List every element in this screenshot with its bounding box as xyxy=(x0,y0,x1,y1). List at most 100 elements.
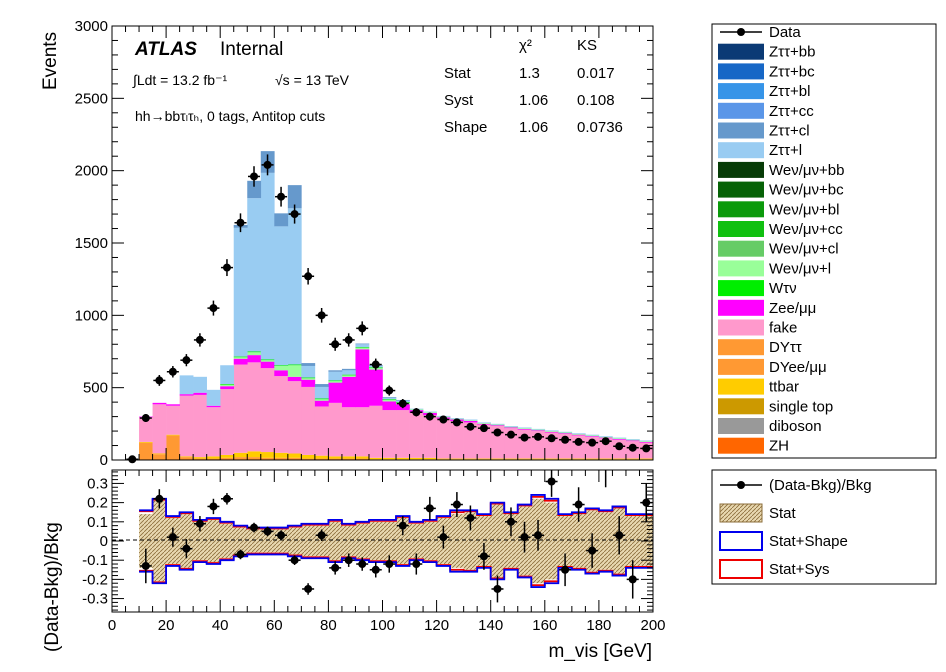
internal-label: Internal xyxy=(220,39,283,60)
legend-swatch xyxy=(718,83,764,100)
top-x-ticks xyxy=(111,26,654,460)
stack-bar xyxy=(193,457,207,459)
stack-bar xyxy=(233,358,248,365)
legend-swatch xyxy=(718,43,764,60)
atlas-label: ATLAS xyxy=(134,39,197,60)
stack-bar xyxy=(152,402,167,405)
stack-bar xyxy=(382,410,397,458)
ratio-point xyxy=(344,556,353,565)
legend-ratio-frame xyxy=(711,469,937,585)
stack-bar xyxy=(220,389,235,455)
stack-bar xyxy=(314,455,329,459)
stack-bar xyxy=(612,458,627,460)
stack-bar xyxy=(287,365,302,377)
stack-bar xyxy=(625,440,640,442)
legend-swatch xyxy=(718,102,764,119)
stack-bar xyxy=(301,458,316,460)
stack-bar xyxy=(179,394,194,396)
legend-main: Data Zττ+bb Zττ+bc Zττ+bl Zττ+cc Zττ+cl Zττ+l W… xyxy=(711,23,937,459)
stack-bar xyxy=(152,453,167,455)
stack-bar xyxy=(341,458,356,460)
ratio-point xyxy=(222,494,231,503)
stats-row-ks: 0.017 xyxy=(577,65,615,82)
stack-bar xyxy=(355,407,370,457)
data-point xyxy=(588,438,597,447)
stack-bar xyxy=(517,428,532,430)
stack-bar xyxy=(274,213,289,227)
legend-swatch xyxy=(718,358,764,375)
x-tick-label: 100 xyxy=(370,617,395,634)
ratio-point xyxy=(385,560,394,569)
stack-bar xyxy=(328,380,343,382)
data-point xyxy=(209,304,218,313)
stack-bar xyxy=(206,389,221,406)
ratio-point xyxy=(155,494,164,503)
stat-band xyxy=(504,514,519,568)
data-point xyxy=(182,356,191,365)
stack-bar xyxy=(368,405,383,458)
ratio-y-tick-label: 0.2 xyxy=(87,495,108,512)
ratio-y-axis: -0.3 -0.2 -0.1 0 0.1 0.2 0.3 xyxy=(82,471,653,611)
stack-bar xyxy=(571,433,586,434)
ratio-point xyxy=(250,523,259,532)
legend-label: Zττ+bl xyxy=(769,83,810,100)
ratio-point xyxy=(479,552,488,561)
stack-bar xyxy=(260,457,275,460)
legend-label: Weν/μν+l xyxy=(769,260,831,277)
stack-bar xyxy=(450,420,464,459)
stack-bar xyxy=(571,433,586,435)
legend-swatch xyxy=(718,378,764,395)
stack-bar xyxy=(233,227,248,357)
stack-bar xyxy=(571,458,586,460)
stack-bar xyxy=(490,425,505,427)
stack-bar xyxy=(139,441,153,443)
y-tick-label: 2000 xyxy=(75,163,108,180)
legend-label: Weν/μν+bb xyxy=(769,162,844,179)
legend-label: Weν/μν+bc xyxy=(769,182,844,199)
stack-bar xyxy=(382,397,397,398)
data-point xyxy=(385,386,394,395)
y-tick-label: 0 xyxy=(100,452,108,469)
stats-row-chi2: 1.06 xyxy=(519,119,548,136)
legend-ratio-label: Stat+Shape xyxy=(769,533,848,550)
stack-bar xyxy=(314,386,329,399)
stack-bar xyxy=(423,411,437,413)
stack-bar xyxy=(247,351,262,353)
ratio-point xyxy=(236,550,245,559)
legend-line-swatch xyxy=(719,559,763,579)
stack-bar xyxy=(193,392,207,395)
stack-bar xyxy=(341,376,356,408)
legend-ratio-label: Stat xyxy=(769,505,797,522)
ratio-point xyxy=(574,500,583,509)
legend-data-marker xyxy=(737,28,745,36)
stack-bar xyxy=(314,399,329,401)
stack-bar xyxy=(220,454,235,458)
stack-bar xyxy=(328,371,343,381)
stack-bar xyxy=(139,442,153,460)
stats-row-chi2: 1.3 xyxy=(519,65,540,82)
ratio-y-axis-label: (Data-Bkg)/Bkg xyxy=(42,522,63,652)
data-point xyxy=(520,433,529,442)
stat-band xyxy=(598,512,613,570)
ratio-point xyxy=(209,502,218,511)
stat-band xyxy=(328,521,343,561)
stack-bar xyxy=(531,429,546,431)
x-tick-label: 160 xyxy=(532,617,557,634)
data-point xyxy=(290,210,299,219)
stats-row-ks: 0.108 xyxy=(577,92,615,109)
stat-band xyxy=(558,516,573,566)
stack-bar xyxy=(477,423,491,424)
stack-bar xyxy=(423,457,437,460)
stack-bar xyxy=(531,430,546,432)
stack-bar xyxy=(639,441,654,442)
legend-swatch xyxy=(718,221,764,237)
stack-bar xyxy=(368,457,383,460)
ratio-y-tick-label: -0.2 xyxy=(82,571,108,588)
stack-bar xyxy=(544,430,559,432)
stack-bar xyxy=(409,412,424,458)
stack-bar xyxy=(598,458,613,460)
data-point xyxy=(141,414,150,423)
stack-bar xyxy=(585,435,600,437)
legend-label: DYττ xyxy=(769,339,802,356)
stack-bar xyxy=(612,437,627,439)
